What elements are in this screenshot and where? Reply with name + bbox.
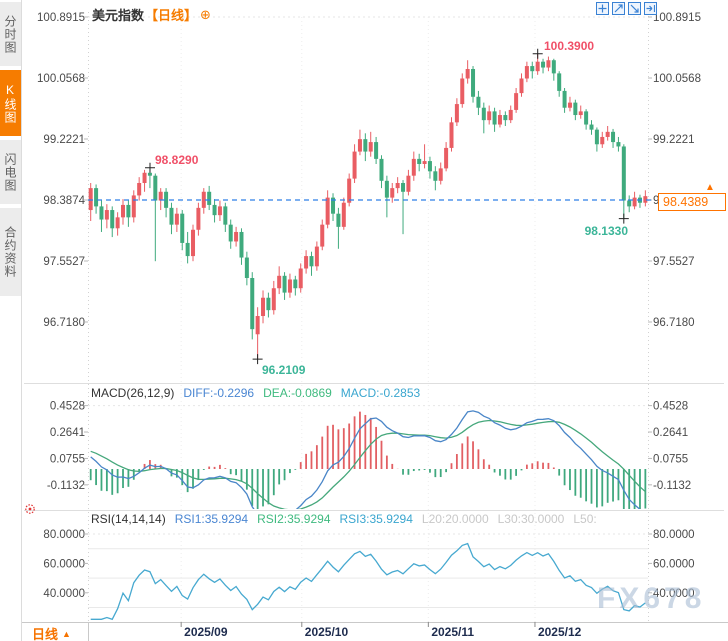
svg-text:60.0000: 60.0000: [43, 558, 85, 570]
macd-dea-value: DEA:-0.0869: [263, 386, 332, 400]
period-low-cross-marker: [252, 354, 263, 365]
svg-text:40.0000: 40.0000: [653, 588, 695, 600]
svg-text:97.5527: 97.5527: [653, 256, 695, 268]
period-high-label: 100.3900: [544, 39, 594, 53]
svg-text:99.2221: 99.2221: [43, 134, 85, 146]
svg-text:96.7180: 96.7180: [653, 317, 695, 329]
sidebar-tab-timeshare[interactable]: 分时图: [0, 2, 21, 66]
svg-text:97.5527: 97.5527: [43, 256, 85, 268]
svg-text:100.8915: 100.8915: [37, 12, 85, 24]
rsi-layer: [90, 542, 646, 621]
rsi-l50-value: L50:: [573, 512, 597, 526]
svg-text:98.3874: 98.3874: [43, 195, 85, 207]
chart-toolbar: [596, 2, 657, 15]
macd-layer: [89, 410, 647, 509]
rsi-l30-value: L30:30.0000: [497, 512, 565, 526]
period-low-label: 96.2109: [262, 363, 306, 377]
svg-text:96.7180: 96.7180: [43, 317, 85, 329]
svg-text:0.2641: 0.2641: [653, 427, 688, 439]
recent-low-label: 98.1330: [585, 224, 629, 238]
sidebar: 分时图 K线图 闪电图 合约资料: [0, 0, 22, 641]
recent-low-cross-marker: [618, 213, 629, 224]
sidebar-tab-lightning[interactable]: 闪电图: [0, 140, 21, 204]
period-high-cross-marker: [532, 48, 543, 59]
macd-params: MACD(26,12,9): [91, 386, 175, 400]
rsi1-value: RSI1:35.9294: [174, 512, 249, 526]
instrument-name: 美元指数: [92, 8, 145, 23]
rsi-l20-value: L20:20.0000: [421, 512, 489, 526]
rsi3-value: RSI3:35.9294: [339, 512, 413, 526]
svg-text:2025/12: 2025/12: [538, 625, 582, 639]
last-price-box: 98.4389: [658, 193, 726, 211]
svg-text:-0.1132: -0.1132: [47, 480, 85, 492]
svg-text:0.4528: 0.4528: [50, 401, 85, 413]
chart-annotations: 98.8290 100.3900 96.2109 98.1330: [25, 39, 629, 514]
svg-text:80.0000: 80.0000: [653, 529, 695, 541]
svg-text:60.0000: 60.0000: [653, 558, 695, 570]
svg-text:0.0755: 0.0755: [653, 453, 688, 465]
latest-price-arrow-icon[interactable]: ▲: [705, 182, 715, 193]
chevron-up-icon: ▲: [62, 628, 71, 639]
macd-diff-value: DIFF:-0.2296: [183, 386, 255, 400]
scale-y-icon[interactable]: [628, 2, 641, 15]
rsi-legend: RSI(14,14,14) RSI1:35.9294 RSI2:35.9294 …: [91, 512, 597, 526]
svg-text:99.2221: 99.2221: [653, 134, 695, 146]
svg-text:0.4528: 0.4528: [653, 401, 688, 413]
pan-icon[interactable]: [596, 2, 609, 15]
sidebar-tab-kline[interactable]: K线图: [0, 70, 21, 136]
svg-text:100.8915: 100.8915: [653, 12, 701, 24]
svg-text:2025/11: 2025/11: [431, 625, 474, 639]
rsi-params: RSI(14,14,14): [91, 512, 166, 526]
svg-text:0.0755: 0.0755: [50, 453, 85, 465]
candlestick-layer: [88, 53, 648, 360]
add-indicator-icon[interactable]: ⊕: [200, 6, 211, 22]
scale-x-icon[interactable]: [612, 2, 625, 15]
jump-to-latest-icon[interactable]: [644, 2, 657, 15]
macd-legend: MACD(26,12,9) DIFF:-0.2296 DEA:-0.0869 M…: [91, 386, 420, 400]
svg-text:2025/09: 2025/09: [184, 625, 228, 639]
rsi2-value: RSI2:35.9294: [257, 512, 331, 526]
svg-text:40.0000: 40.0000: [43, 588, 85, 600]
rsi-settings-icon[interactable]: [25, 504, 35, 514]
period-selector[interactable]: 日线 ▲: [32, 624, 71, 641]
svg-text:0.2641: 0.2641: [50, 427, 85, 439]
svg-text:100.0568: 100.0568: [37, 73, 85, 85]
chart-title: 美元指数 【日线】 ⊕: [92, 5, 211, 24]
macd-hist-value: MACD:-0.2853: [340, 386, 421, 400]
svg-text:-0.1132: -0.1132: [653, 480, 691, 492]
svg-text:2025/10: 2025/10: [305, 625, 349, 639]
svg-text:100.0568: 100.0568: [653, 73, 701, 85]
swing-high-label: 98.8290: [155, 153, 199, 167]
svg-text:80.0000: 80.0000: [43, 529, 85, 541]
period-tag: 【日线】: [145, 8, 198, 23]
sidebar-tab-contract-info[interactable]: 合约资料: [0, 208, 21, 296]
swing-high-cross-marker: [145, 162, 155, 173]
period-selector-label: 日线: [32, 627, 59, 641]
